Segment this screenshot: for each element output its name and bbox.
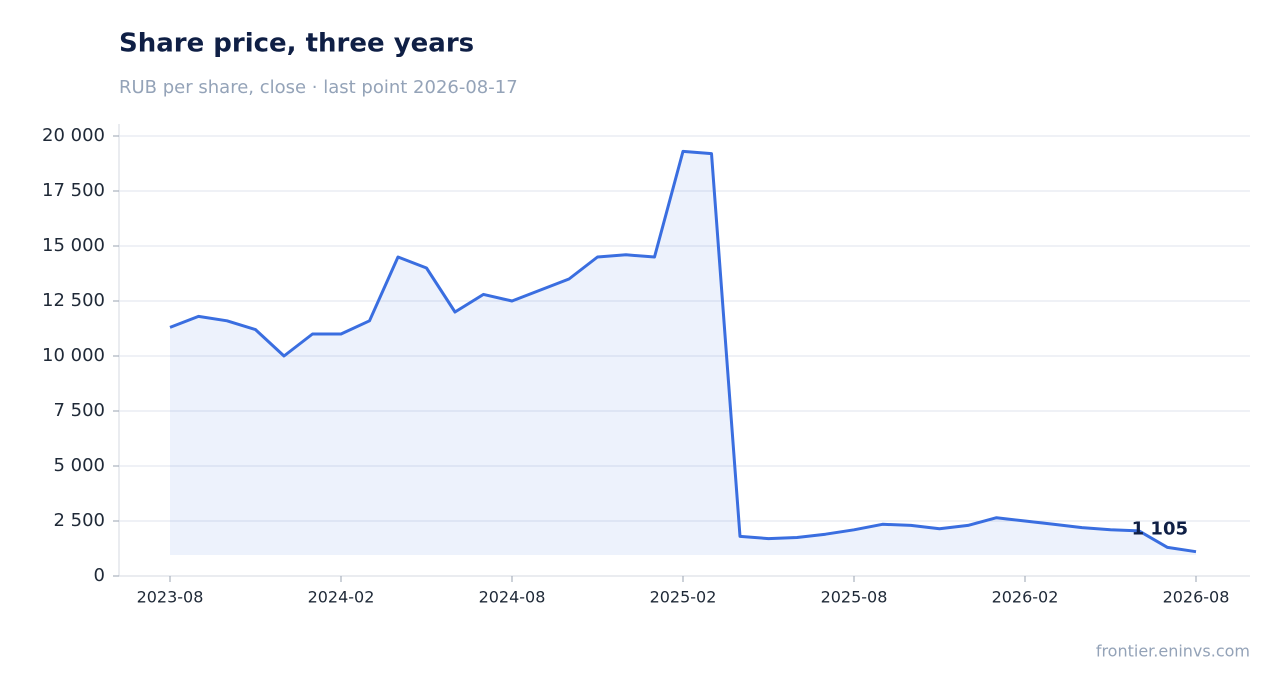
- y-tick-label: 5 000: [53, 455, 105, 476]
- y-tick-label: 20 000: [42, 125, 105, 146]
- source: frontier.eninvs.com: [1096, 642, 1250, 661]
- y-tick-label: 7 500: [53, 400, 105, 421]
- chart-title: Share price, three years: [119, 29, 474, 59]
- y-tick-label: 10 000: [42, 345, 105, 366]
- line: [169, 149, 1197, 554]
- y-tick-label: 0: [94, 565, 105, 586]
- x-tick-label: 2024-08: [479, 588, 546, 607]
- y-tick-label: 15 000: [42, 235, 105, 256]
- x-tick-label: 2026-02: [992, 588, 1059, 607]
- x-tick-label: 2024-02: [308, 588, 375, 607]
- chart-subtitle: RUB per share, close · last point 2026-0…: [119, 77, 518, 98]
- y-tick-label: 12 500: [42, 290, 105, 311]
- y-tick-label: 17 500: [42, 180, 105, 201]
- y-tick-label: 2 500: [53, 510, 105, 531]
- x-tick-label: 2026-08: [1163, 588, 1230, 607]
- x-tick-label: 2025-02: [650, 588, 717, 607]
- x-tick-label: 2025-08: [821, 588, 888, 607]
- x-tick-label: 2023-08: [137, 588, 204, 607]
- area: [170, 151, 1196, 555]
- last-value-label: 1 105: [1132, 519, 1188, 540]
